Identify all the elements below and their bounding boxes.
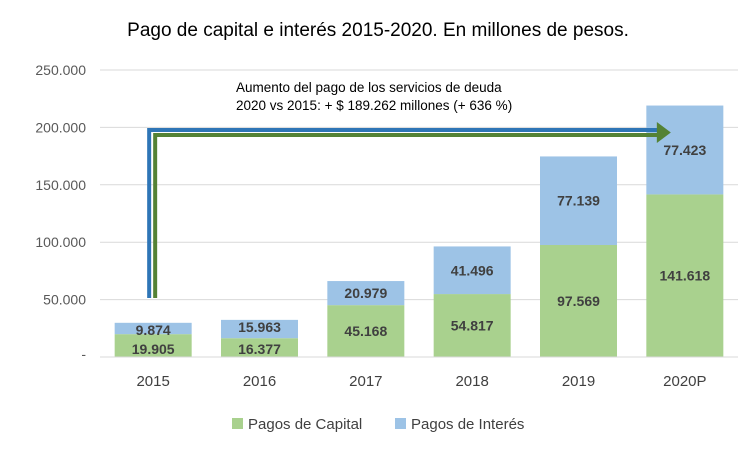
legend: Pagos de Capital Pagos de Interés (232, 416, 524, 433)
data-label: 77.139 (557, 193, 600, 209)
y-tick-label: - (81, 346, 86, 362)
x-axis: 2015 2016 2017 2018 2019 2020P (100, 356, 738, 390)
data-label: 15.963 (238, 319, 281, 335)
legend-swatch (395, 418, 406, 429)
annotation-line-2: 2020 vs 2015: + $ 189.262 millones (+ 63… (236, 98, 512, 113)
data-label: 41.496 (451, 262, 494, 278)
y-tick-label: 200.000 (35, 119, 86, 135)
bar-interes (327, 281, 405, 306)
bar-interes (114, 322, 192, 335)
bar-interes (646, 105, 724, 195)
x-tick-label: 2019 (562, 373, 595, 390)
x-tick-label: 2017 (349, 373, 382, 390)
bar-capital (646, 194, 724, 357)
data-label: 54.817 (451, 318, 494, 334)
bar-interes (221, 319, 298, 339)
bar-capital (327, 305, 405, 357)
data-label: 16.377 (238, 341, 281, 357)
bar-capital (540, 244, 617, 357)
legend-label: Pagos de Capital (248, 416, 362, 433)
bar-interes (433, 246, 511, 295)
legend-label: Pagos de Interés (411, 416, 524, 433)
bar-capital (114, 334, 192, 357)
annotation-line-1: Aumento del pago de los servicios de deu… (236, 80, 502, 95)
y-tick-label: 50.000 (43, 292, 86, 308)
annotation-arrow (147, 122, 671, 298)
arrow-inner-line (153, 133, 659, 298)
bars: 19.905 9.874 16.377 15.963 45.168 20.979 54.81… (114, 105, 724, 357)
arrow-head (656, 122, 671, 143)
y-axis: - 50.000 100.000 150.000 200.000 250.000 (35, 62, 86, 362)
data-label: 97.569 (557, 293, 600, 309)
legend-swatch (232, 418, 243, 429)
gridlines (100, 69, 738, 301)
x-tick-label: 2016 (243, 373, 276, 390)
x-tick-label: 2015 (136, 373, 169, 390)
data-label: 141.618 (660, 268, 711, 284)
arrow-outer-line (147, 128, 659, 298)
data-label: 9.874 (136, 322, 171, 338)
x-tick-label: 2018 (455, 373, 488, 390)
y-tick-label: 150.000 (35, 177, 86, 193)
data-label: 45.168 (344, 323, 387, 339)
data-label: 19.905 (132, 341, 175, 357)
y-tick-label: 100.000 (35, 234, 86, 250)
chart-title: Pago de capital e interés 2015-2020. En … (127, 20, 629, 41)
bar-capital (221, 338, 298, 357)
bar-capital (433, 294, 511, 357)
data-label: 20.979 (344, 285, 387, 301)
y-tick-label: 250.000 (35, 62, 86, 78)
bar-interes (540, 156, 617, 245)
x-tick-label: 2020P (663, 373, 706, 390)
data-label: 77.423 (663, 142, 706, 158)
